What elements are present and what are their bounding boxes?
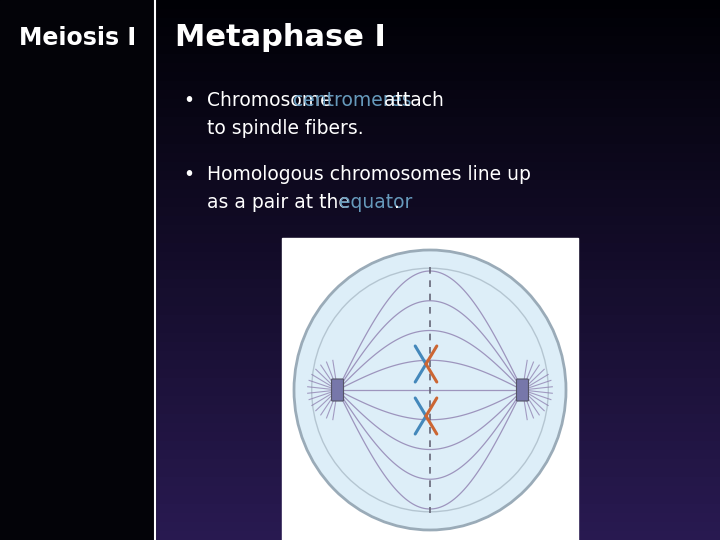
Bar xyxy=(0,162,720,172)
Bar xyxy=(0,63,720,73)
Bar xyxy=(0,0,155,540)
Bar xyxy=(0,117,720,127)
Bar xyxy=(282,238,578,540)
Text: •: • xyxy=(183,165,194,184)
Bar xyxy=(0,243,720,253)
Bar xyxy=(0,9,720,19)
Bar xyxy=(0,171,720,181)
FancyBboxPatch shape xyxy=(331,379,343,401)
Bar xyxy=(0,216,720,226)
Bar xyxy=(0,153,720,163)
Text: Meiosis I: Meiosis I xyxy=(19,26,136,50)
Bar xyxy=(0,72,720,82)
Bar xyxy=(0,324,720,334)
Bar xyxy=(0,189,720,199)
Bar xyxy=(0,36,720,46)
Bar xyxy=(0,126,720,136)
Bar xyxy=(0,252,720,262)
Text: •: • xyxy=(183,91,194,110)
Bar xyxy=(0,180,720,190)
Bar xyxy=(0,531,720,540)
Bar xyxy=(0,504,720,514)
Bar xyxy=(0,441,720,451)
Bar xyxy=(0,495,720,505)
Bar xyxy=(0,315,720,325)
Bar xyxy=(0,99,720,109)
Text: Homologous chromosomes line up: Homologous chromosomes line up xyxy=(207,165,531,184)
Bar xyxy=(0,513,720,523)
Text: .: . xyxy=(394,192,400,212)
Text: equator: equator xyxy=(339,192,413,212)
Bar xyxy=(0,144,720,154)
Bar xyxy=(0,0,720,10)
Bar xyxy=(0,387,720,397)
Bar xyxy=(0,18,720,28)
Bar xyxy=(0,405,720,415)
Text: attach: attach xyxy=(379,91,444,110)
Bar xyxy=(0,54,720,64)
Bar xyxy=(0,468,720,478)
Bar xyxy=(0,207,720,217)
Bar xyxy=(0,90,720,100)
Bar xyxy=(0,459,720,469)
Bar xyxy=(0,81,720,91)
Bar xyxy=(0,270,720,280)
Bar xyxy=(0,423,720,433)
Bar xyxy=(0,225,720,235)
Bar xyxy=(0,279,720,289)
Bar xyxy=(0,288,720,298)
Bar xyxy=(0,198,720,208)
Text: as a pair at the: as a pair at the xyxy=(207,192,356,212)
Bar xyxy=(0,450,720,460)
Bar xyxy=(0,45,720,55)
Bar xyxy=(0,378,720,388)
Bar xyxy=(0,360,720,370)
Bar xyxy=(0,297,720,307)
Text: Chromosome: Chromosome xyxy=(207,91,338,110)
Text: Metaphase I: Metaphase I xyxy=(175,24,386,52)
Bar xyxy=(0,396,720,406)
Bar xyxy=(0,306,720,316)
Bar xyxy=(0,486,720,496)
Bar xyxy=(0,234,720,244)
Ellipse shape xyxy=(294,250,566,530)
Bar xyxy=(0,261,720,271)
Bar xyxy=(0,414,720,424)
Bar xyxy=(0,333,720,343)
Bar xyxy=(0,108,720,118)
Bar xyxy=(0,522,720,532)
Bar xyxy=(0,432,720,442)
Bar xyxy=(0,342,720,352)
Bar xyxy=(0,27,720,37)
Text: centromeres: centromeres xyxy=(292,91,411,110)
Bar xyxy=(0,351,720,361)
Bar xyxy=(0,135,720,145)
FancyBboxPatch shape xyxy=(516,379,528,401)
Bar xyxy=(0,477,720,487)
Bar xyxy=(0,369,720,379)
Text: to spindle fibers.: to spindle fibers. xyxy=(207,118,364,138)
